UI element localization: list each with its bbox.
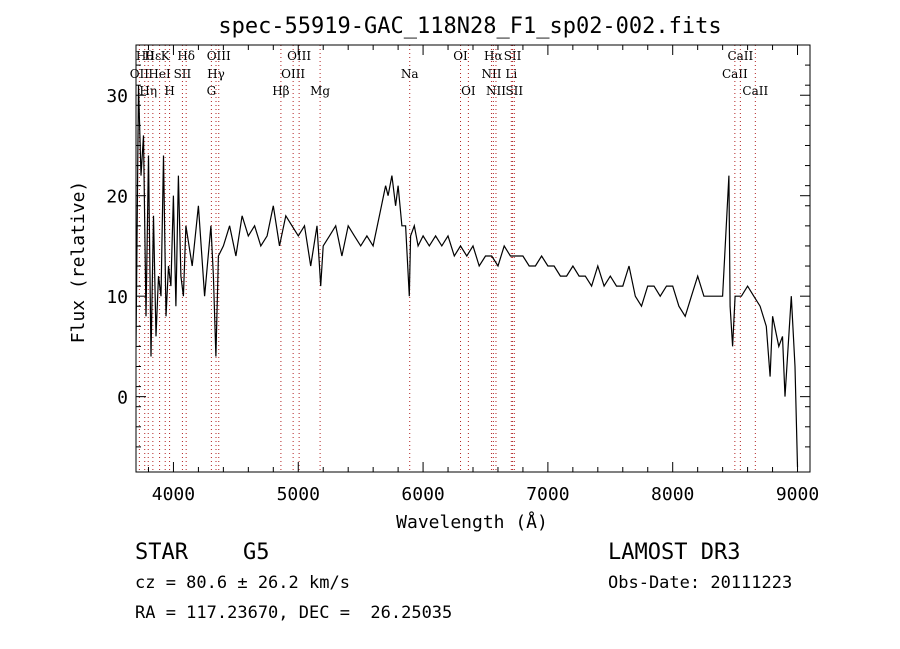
axis-ticks: 4000 5000 6000 7000 8000 9000 0 10 20 30: [106, 44, 819, 505]
spectral-line-label: OIII: [287, 49, 311, 63]
spectral-line-label: Hα: [484, 49, 503, 63]
spectral-line-label: CaII: [742, 84, 768, 98]
plot-frame: [135, 44, 811, 473]
spectral-line-label: SII: [505, 84, 523, 98]
spectral-line-label: Na: [401, 67, 419, 81]
spectral-line-label: CaII: [722, 67, 748, 81]
spectral-line-label: OIII: [207, 49, 231, 63]
spectral-line-label: Mg: [310, 84, 330, 98]
spectral-line-label: CaII: [727, 49, 753, 63]
spectral-line-label: OI: [461, 84, 476, 98]
spectral-line-label: H: [164, 84, 174, 98]
object-class: STAR: [135, 540, 188, 565]
x-tick-label: 5000: [277, 484, 320, 505]
survey-label: LAMOST DR3: [608, 540, 741, 565]
y-tick-label: 20: [106, 187, 128, 208]
x-tick-label: 9000: [776, 484, 819, 505]
spectral-line-label: Hβ: [272, 84, 289, 98]
spectral-line-label: NII: [486, 84, 506, 98]
coordinates: RA = 117.23670, DEC = 26.25035: [135, 603, 453, 623]
observation-date: Obs-Date: 20111223: [608, 573, 793, 593]
y-tick-label: 10: [106, 287, 128, 308]
x-tick-label: 4000: [152, 484, 195, 505]
spectral-line-markers: OIIHθHηHεHeIKHSIIHδGHγOIIIHβOIIIOIIIMgNa…: [130, 45, 768, 472]
spectral-line-label: Hδ: [177, 49, 195, 63]
x-tick-label: 8000: [651, 484, 694, 505]
flux-series: [136, 85, 799, 468]
spectral-line-label: Hε: [145, 49, 162, 63]
spectral-line-label: OIII: [281, 67, 305, 81]
x-tick-label: 7000: [526, 484, 569, 505]
flux-line: [136, 85, 799, 468]
spectral-line-label: SII: [174, 67, 192, 81]
spectral-line-label: HeI: [148, 67, 171, 81]
spectral-line-label: NII: [481, 67, 501, 81]
x-axis-label: Wavelength (Å): [396, 511, 548, 533]
y-tick-label: 30: [106, 86, 128, 107]
spectral-line-label: Hγ: [207, 67, 225, 81]
spectral-line-label: K: [161, 49, 171, 63]
x-tick-label: 6000: [401, 484, 444, 505]
y-tick-label: 0: [117, 388, 128, 409]
y-axis-label: Flux (relative): [68, 181, 89, 344]
object-subclass: G5: [243, 540, 270, 565]
chart-title: spec-55919-GAC_118N28_F1_sp02-002.fits: [218, 14, 721, 39]
spectral-line-label: G: [207, 84, 217, 98]
spectral-line-label: Hη: [139, 84, 157, 98]
spectral-line-label: OII: [130, 67, 150, 81]
spectral-line-label: Li: [505, 67, 517, 81]
redshift-cz: cz = 80.6 ± 26.2 km/s: [135, 573, 350, 593]
spectral-line-label: OI: [453, 49, 468, 63]
spectral-line-label: SII: [504, 49, 522, 63]
spectral-line-label: Hθ: [136, 49, 154, 63]
